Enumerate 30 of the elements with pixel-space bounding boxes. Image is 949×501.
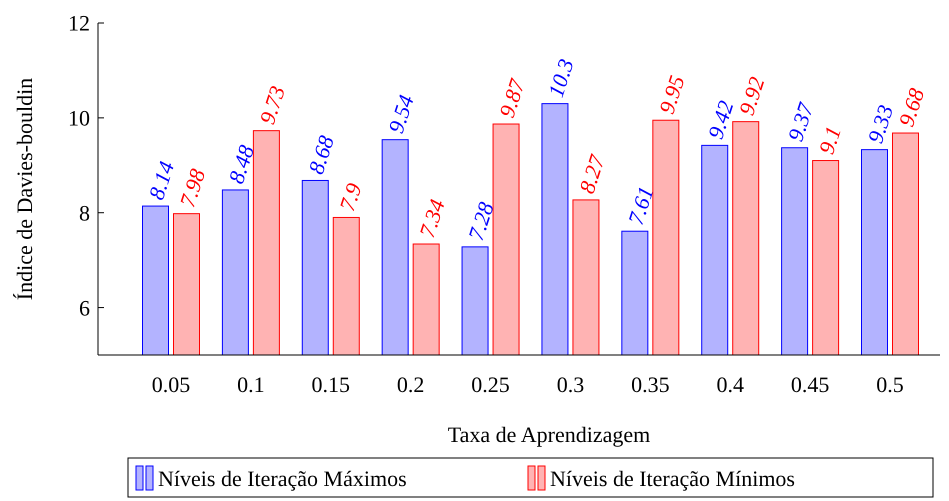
data-label: 7.34 xyxy=(414,196,450,241)
x-tick-label: 0.25 xyxy=(471,372,510,397)
data-label: 9.95 xyxy=(654,72,690,117)
x-tick-label: 0.5 xyxy=(876,372,904,397)
legend-label: Níveis de Iteração Máximos xyxy=(158,466,407,491)
y-tick-label: 10 xyxy=(68,106,90,131)
x-tick-label: 0.35 xyxy=(631,372,670,397)
x-tick-label: 0.1 xyxy=(237,372,265,397)
data-label: 7.61 xyxy=(622,183,658,228)
data-label: 7.28 xyxy=(463,199,499,244)
data-label: 9.54 xyxy=(383,92,419,136)
x-tick-label: 0.3 xyxy=(556,372,584,397)
data-label: 8.27 xyxy=(574,151,610,196)
data-label: 7.9 xyxy=(334,180,367,214)
data-label: 9.73 xyxy=(254,82,290,128)
x-tick-label: 0.45 xyxy=(790,372,830,397)
legend-label: Níveis de Iteração Mínimos xyxy=(550,466,795,491)
y-tick-label: 6 xyxy=(79,295,90,320)
x-tick-label: 0.4 xyxy=(716,372,744,397)
y-axis-title: Índice de Davies-bouldin xyxy=(12,78,37,300)
x-tick-label: 0.15 xyxy=(312,372,350,397)
y-tick-label: 8 xyxy=(79,200,90,226)
x-tick-label: 0.2 xyxy=(396,372,424,397)
data-label: 8.48 xyxy=(223,142,260,186)
data-label: 10.3 xyxy=(542,56,579,100)
x-axis-title: Taxa de Aprendizagem xyxy=(448,422,650,447)
y-tick-label: 12 xyxy=(68,10,90,36)
data-label: 8.68 xyxy=(303,132,339,178)
x-tick-label: 0.05 xyxy=(152,372,190,397)
data-label: 9.87 xyxy=(494,75,530,121)
